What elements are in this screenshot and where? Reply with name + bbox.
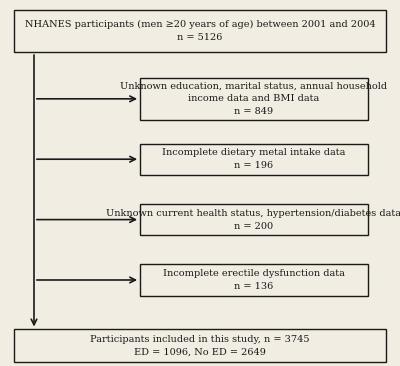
Text: Participants included in this study, n = 3745
ED = 1096, No ED = 2649: Participants included in this study, n =… bbox=[90, 335, 310, 357]
Text: Incomplete erectile dysfunction data
n = 136: Incomplete erectile dysfunction data n =… bbox=[163, 269, 345, 291]
FancyBboxPatch shape bbox=[140, 78, 368, 120]
Text: Incomplete dietary metal intake data
n = 196: Incomplete dietary metal intake data n =… bbox=[162, 148, 346, 170]
Text: Unknown current health status, hypertension/diabetes data
n = 200: Unknown current health status, hypertens… bbox=[106, 209, 400, 231]
FancyBboxPatch shape bbox=[140, 204, 368, 235]
FancyBboxPatch shape bbox=[140, 144, 368, 175]
FancyBboxPatch shape bbox=[14, 329, 386, 362]
Text: Unknown education, marital status, annual household
income data and BMI data
n =: Unknown education, marital status, annua… bbox=[120, 82, 388, 116]
Text: NHANES participants (men ≥20 years of age) between 2001 and 2004
n = 5126: NHANES participants (men ≥20 years of ag… bbox=[25, 20, 375, 42]
FancyBboxPatch shape bbox=[14, 10, 386, 52]
FancyBboxPatch shape bbox=[140, 264, 368, 296]
